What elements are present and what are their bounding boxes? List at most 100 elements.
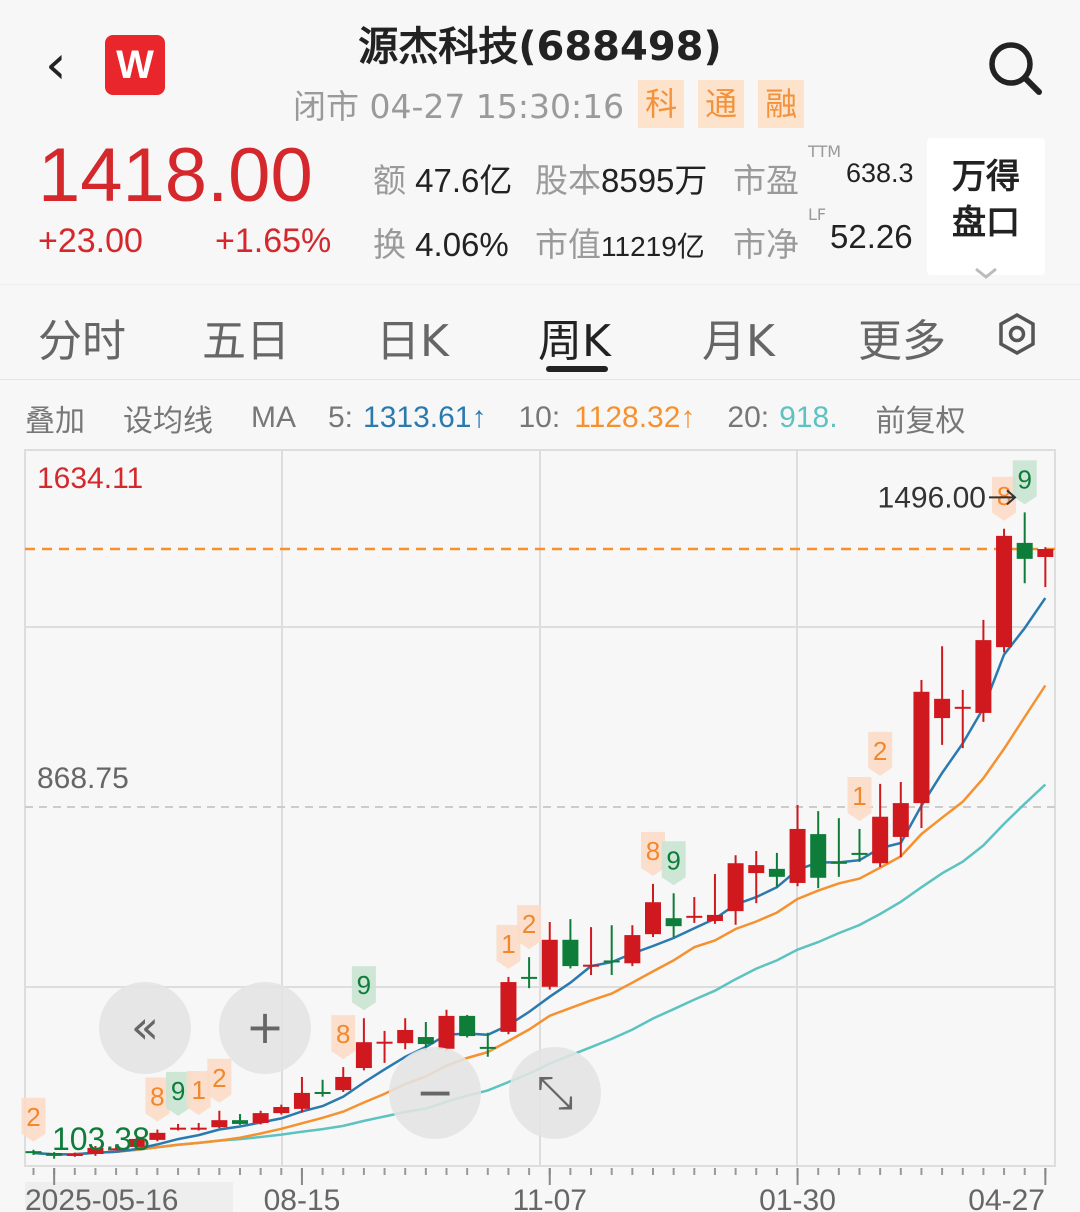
- candle-body: [314, 1091, 331, 1094]
- pankou-label-2: 盘口: [952, 203, 1020, 243]
- tab-intraday[interactable]: 分时: [38, 316, 126, 367]
- expand-icon: ⤡: [536, 1065, 574, 1119]
- overlay-button[interactable]: 叠加: [25, 405, 85, 438]
- stat-shares: 股本8595万: [535, 162, 708, 199]
- candle: [252, 1110, 269, 1125]
- candle: [541, 921, 558, 990]
- candle: [314, 1079, 331, 1097]
- candle: [872, 783, 889, 867]
- candle-body: [913, 691, 930, 804]
- candle: [397, 1018, 414, 1050]
- stat-amount: 额 47.6亿: [373, 162, 513, 199]
- candle: [913, 680, 930, 829]
- candle: [25, 1149, 42, 1155]
- badge-rong[interactable]: 融: [758, 80, 805, 128]
- candle-body: [1016, 542, 1033, 559]
- candle: [727, 855, 744, 925]
- candle: [438, 1009, 455, 1051]
- candle: [892, 781, 909, 858]
- pankou-label-1: 万得: [952, 157, 1020, 197]
- candle: [851, 828, 868, 862]
- tab-monthly-k[interactable]: 月K: [702, 316, 775, 367]
- td-marker-badge: [21, 1097, 46, 1142]
- ma-label: MA: [251, 401, 296, 434]
- market-status: 闭市 04-27 15:30:16 科 通 融: [293, 80, 805, 128]
- td-marker-badge: [145, 1077, 170, 1122]
- ma5-label: 5:: [328, 401, 354, 434]
- back-button[interactable]: ‹: [45, 38, 67, 92]
- candle-body: [892, 803, 909, 837]
- wind-logo[interactable]: W: [105, 35, 165, 95]
- y-label-mid: 868.75: [37, 762, 129, 795]
- candle: [128, 1137, 145, 1148]
- candle-body: [87, 1147, 104, 1154]
- td-marker-label: 2: [522, 909, 536, 939]
- td-marker-badge: [351, 966, 376, 1011]
- price-change: +23.00: [38, 222, 143, 260]
- candle: [603, 925, 620, 976]
- x-tick-label: 11-07: [512, 1184, 587, 1212]
- tab-daily-k[interactable]: 日K: [376, 316, 449, 367]
- candle-body: [810, 834, 827, 878]
- tab-five-day[interactable]: 五日: [202, 316, 290, 367]
- x-tick-label: 01-30: [759, 1184, 836, 1212]
- ma10-line: [33, 684, 1047, 1156]
- adjust-button[interactable]: 前复权: [875, 405, 966, 438]
- td-marker-label: 9: [357, 970, 371, 1000]
- fullscreen-button[interactable]: ⤡: [509, 1047, 601, 1139]
- plus-icon: +: [245, 1000, 285, 1054]
- candle: [232, 1114, 248, 1125]
- zoom-in-button[interactable]: +: [219, 982, 311, 1074]
- td-marker-badge: [331, 1015, 356, 1060]
- candle-body: [727, 863, 744, 912]
- candle-body: [748, 865, 765, 874]
- candle-body: [665, 918, 682, 927]
- candle-body: [934, 698, 951, 719]
- candle: [975, 619, 992, 722]
- candle: [645, 883, 661, 937]
- candle: [376, 1030, 393, 1063]
- tab-weekly-k[interactable]: 周K: [538, 316, 611, 367]
- scroll-left-button[interactable]: «: [99, 982, 191, 1074]
- pb-lf-sup: LF: [808, 205, 827, 224]
- badge-ke[interactable]: 科: [638, 80, 685, 128]
- gear-icon[interactable]: [995, 312, 1039, 356]
- arrow-right-icon: [989, 489, 1017, 506]
- candle-body: [541, 939, 558, 987]
- candle: [293, 1076, 310, 1113]
- candle: [830, 818, 847, 877]
- candle-body: [273, 1107, 290, 1114]
- minus-icon: −: [415, 1065, 455, 1119]
- candle: [170, 1123, 187, 1131]
- td-marker-badge: [496, 924, 521, 969]
- set-ma-button[interactable]: 设均线: [123, 405, 213, 438]
- candle: [521, 957, 538, 989]
- zoom-out-button[interactable]: −: [389, 1047, 481, 1139]
- candle-body: [583, 964, 600, 967]
- td-marker-label: 1: [852, 781, 866, 811]
- candle-body: [252, 1113, 269, 1123]
- td-marker-label: 8: [336, 1019, 350, 1049]
- candle-body: [500, 982, 517, 1032]
- candle: [459, 1014, 476, 1038]
- candle-body: [851, 852, 868, 855]
- badge-tong[interactable]: 通: [698, 80, 745, 128]
- candle-body: [417, 1037, 434, 1045]
- candle: [748, 851, 765, 904]
- td-marker-label: 9: [666, 845, 680, 875]
- td-marker-badge: [661, 841, 686, 886]
- x-tick-label: 08-15: [264, 1184, 341, 1212]
- ma10-label: 10:: [518, 401, 561, 434]
- candle: [686, 897, 703, 923]
- search-icon[interactable]: [985, 38, 1045, 98]
- td-marker-badge: [868, 731, 893, 776]
- tab-more[interactable]: 更多: [858, 316, 946, 367]
- td-marker-badge: [641, 831, 665, 876]
- candle-body: [830, 861, 847, 864]
- candle-body: [459, 1015, 476, 1037]
- kline-chart[interactable]: 1634.11 868.75 2025-05-16 08-15 11-07 01-30…: [0, 440, 1080, 1212]
- candle-body: [706, 914, 723, 922]
- chevron-down-icon: [975, 267, 997, 279]
- wind-pankou-button[interactable]: 万得 盘口: [927, 138, 1045, 279]
- double-chevron-left-icon: «: [130, 1000, 160, 1054]
